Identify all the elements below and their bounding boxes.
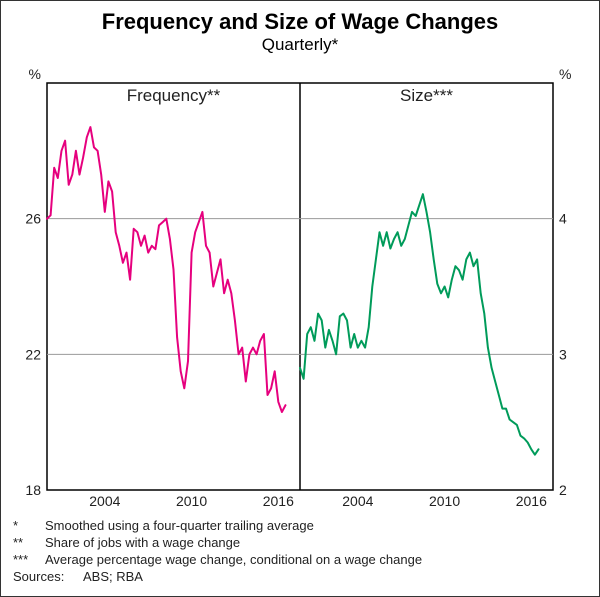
chart-svg: Frequency** 2004 2010 2016 18 22 26% Size*** 200… [13, 61, 587, 510]
y-tick-label: 3 [559, 346, 567, 362]
chart-title: Frequency and Size of Wage Changes [13, 9, 587, 35]
footnote-mark: * [13, 518, 45, 533]
footnote: * Smoothed using a four-quarter trailing… [13, 518, 587, 533]
chart-subtitle: Quarterly* [13, 35, 587, 55]
footnote-mark: *** [13, 552, 45, 567]
y-tick-label: 18 [25, 482, 41, 498]
y-unit-label: % [559, 66, 571, 82]
y-tick-label: 2 [559, 482, 567, 498]
footnote-mark: ** [13, 535, 45, 550]
sources-label: Sources: [13, 569, 83, 584]
series-line [300, 194, 539, 455]
x-tick-label: 2016 [516, 493, 547, 509]
x-tick-label: 2010 [429, 493, 460, 509]
x-tick-label: 2010 [176, 493, 207, 509]
x-tick-label: 2004 [89, 493, 120, 509]
y-tick-label: 26 [25, 211, 41, 227]
sources: Sources: ABS; RBA [13, 569, 587, 584]
footnote: *** Average percentage wage change, cond… [13, 552, 587, 567]
y-tick-label: 4 [559, 211, 567, 227]
series-line [47, 127, 286, 412]
footnote: ** Share of jobs with a wage change [13, 535, 587, 550]
footnote-text: Share of jobs with a wage change [45, 535, 240, 550]
footnote-text: Average percentage wage change, conditio… [45, 552, 422, 567]
panel-title: Size*** [400, 86, 453, 105]
x-tick-label: 2016 [263, 493, 294, 509]
sources-text: ABS; RBA [83, 569, 143, 584]
chart-container: Frequency and Size of Wage Changes Quart… [0, 0, 600, 597]
chart-plot-area: Frequency** 2004 2010 2016 18 22 26% Size*** 200… [13, 61, 587, 510]
footnotes: * Smoothed using a four-quarter trailing… [13, 518, 587, 586]
x-tick-label: 2004 [342, 493, 373, 509]
y-tick-label: 22 [25, 346, 41, 362]
footnote-text: Smoothed using a four-quarter trailing a… [45, 518, 314, 533]
panel-title: Frequency** [127, 86, 221, 105]
y-unit-label: % [29, 66, 41, 82]
